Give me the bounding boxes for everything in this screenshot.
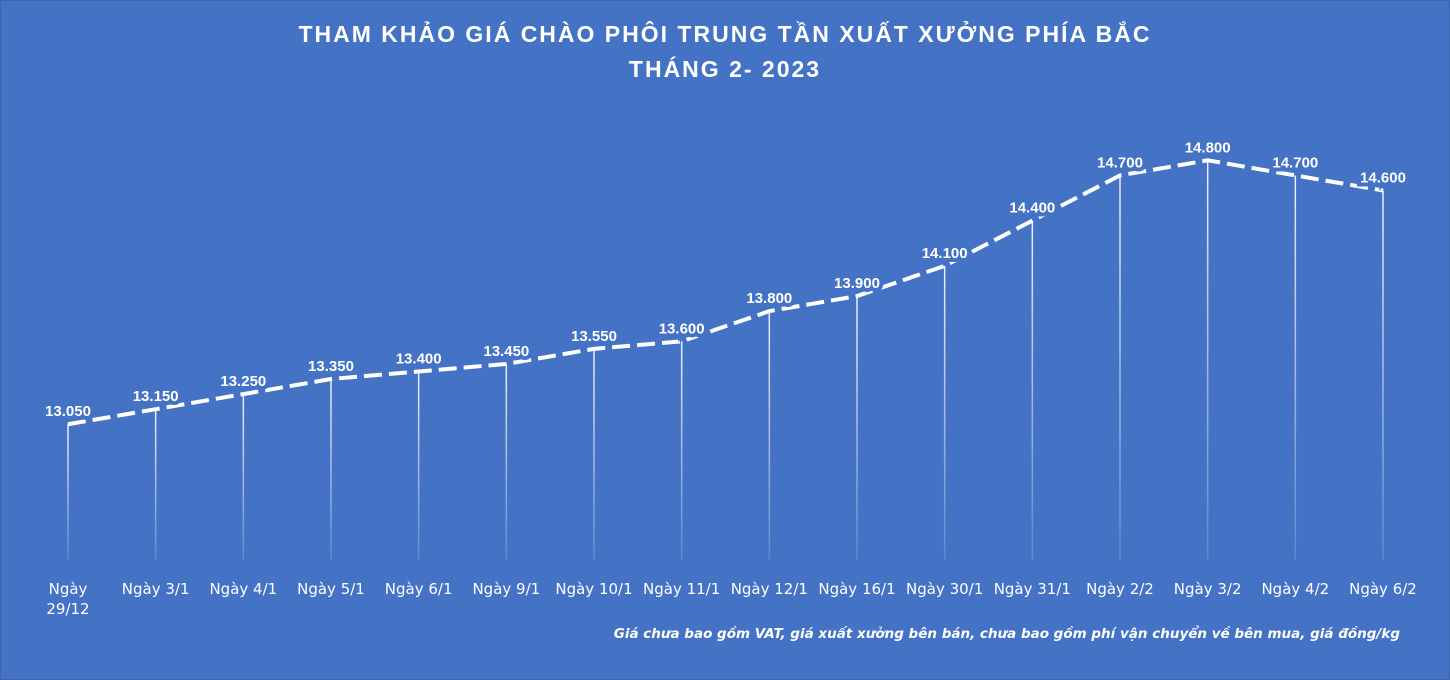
data-label: 14.100 [922, 245, 968, 262]
chart-note: Giá chưa bao gồm VAT, giá xuất xưởng bên… [614, 625, 1401, 642]
data-label: 13.900 [834, 275, 880, 292]
drop-line [680, 341, 683, 560]
drop-line [768, 311, 771, 560]
drop-line [154, 409, 157, 560]
drop-line [67, 424, 69, 560]
data-label: 13.800 [746, 290, 792, 307]
data-label: 13.600 [659, 320, 705, 337]
drop-line [943, 265, 946, 560]
x-tick-label: Ngày 31/1 [993, 580, 1071, 598]
x-tick-label: Ngày 4/1 [209, 580, 278, 598]
drop-line [1294, 175, 1297, 560]
drop-line [505, 363, 508, 560]
x-tick-label: Ngày 30/1 [906, 580, 984, 598]
drop-line [1382, 190, 1384, 560]
drop-line [856, 296, 858, 560]
data-label: 13.350 [308, 358, 354, 375]
x-tick-label: Ngày 4/2 [1261, 580, 1330, 598]
drop-line [417, 371, 420, 560]
x-tick-label: Ngày 2/2 [1086, 580, 1154, 598]
data-label: 13.450 [483, 343, 529, 360]
drop-line [1031, 220, 1034, 560]
drop-line [1119, 175, 1121, 560]
data-label: 13.550 [571, 328, 617, 345]
data-label: 13.250 [220, 373, 266, 390]
x-tick-label: Ngày 12/1 [730, 580, 808, 598]
x-tick-label: Ngày 10/1 [555, 580, 633, 598]
data-label: 14.600 [1360, 169, 1406, 186]
chart-subtitle: THÁNG 2- 2023 [629, 55, 821, 82]
chart-title: THAM KHẢO GIÁ CHÀO PHÔI TRUNG TẦN XUẤT X… [298, 19, 1151, 47]
drop-line [1206, 160, 1209, 560]
drop-line [593, 348, 595, 560]
drop-line [242, 394, 245, 560]
x-tick-label: Ngày 9/1 [472, 580, 541, 598]
drop-line [330, 379, 332, 560]
data-label: 13.400 [396, 350, 442, 367]
x-tick-label: Ngày 3/2 [1173, 580, 1242, 598]
x-tick-label: Ngày 16/1 [818, 580, 896, 598]
data-label: 14.800 [1185, 139, 1231, 156]
x-tick-label: Ngày 11/1 [643, 580, 721, 598]
data-label: 13.150 [133, 388, 179, 405]
x-tick-label: Ngày 29/12 [46, 580, 90, 618]
data-line [67, 158, 1384, 427]
x-tick-label: Ngày 5/1 [297, 580, 365, 598]
data-label: 14.400 [1009, 200, 1055, 217]
data-label: 13.050 [45, 403, 91, 420]
x-tick-label: Ngày 6/1 [384, 580, 453, 598]
x-tick-label: Ngày 6/2 [1349, 580, 1417, 598]
data-label: 14.700 [1272, 154, 1318, 171]
x-tick-label: Ngày 3/1 [121, 580, 190, 598]
data-label: 14.700 [1097, 154, 1143, 171]
